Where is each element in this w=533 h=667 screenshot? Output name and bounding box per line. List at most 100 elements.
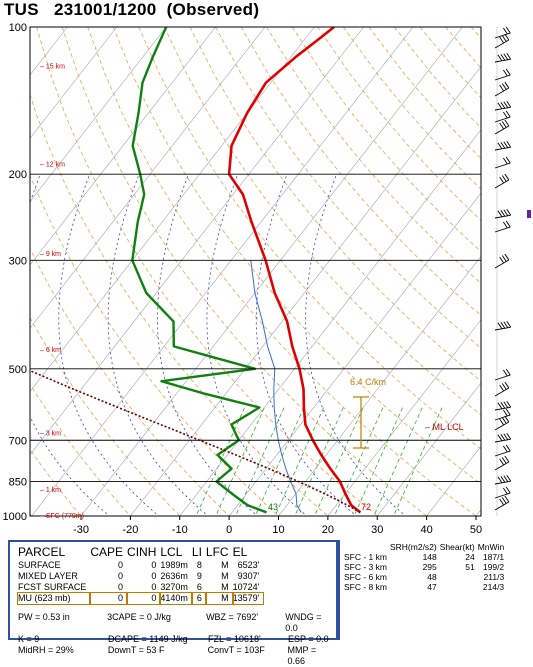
mixing-ratio-line [270, 408, 323, 527]
barb-flag [502, 36, 506, 42]
isotherm [172, 27, 533, 526]
barb-flag [502, 122, 506, 128]
chart-grid [0, 27, 533, 526]
barb-flag [506, 369, 510, 375]
shear-cell: 47 [390, 582, 440, 592]
barb-flag [500, 385, 504, 391]
level-marker [527, 210, 531, 218]
shear-cell: 51 [440, 562, 478, 572]
shear-col-shear: Shear(kt) [440, 542, 478, 552]
parcel-cell-el: 13579' [233, 593, 264, 604]
temp-tick-label: 10 [272, 524, 284, 536]
barb-staff [495, 407, 511, 410]
dry-adiabat [88, 27, 491, 526]
dry-adiabat [241, 27, 533, 526]
parcel-cell-li: 8 [192, 560, 206, 571]
moist-adiabat [108, 174, 221, 526]
barb-flag [505, 496, 509, 502]
barb-flag [500, 459, 504, 465]
shear-col-mnwind: MnWin [478, 542, 507, 552]
col-parcel: PARCEL [18, 544, 90, 560]
barb-flag [503, 158, 507, 164]
surface-dewpoint-label: 43 [268, 502, 278, 512]
pressure-tick-label: 200 [9, 169, 27, 181]
shear-col-srh: SRH(m2/s2) [390, 542, 440, 552]
barb-staff [495, 107, 511, 110]
barb-flag [506, 409, 510, 415]
shear-col-layer [344, 542, 390, 552]
col-li: LI [192, 544, 206, 560]
index-value: ConvT = 103F [208, 645, 288, 667]
parcel-cell-cape: 0 [90, 571, 127, 582]
pressure-tick-label: 100 [9, 22, 27, 34]
barb-flag [506, 27, 510, 33]
barb-flag [503, 370, 507, 376]
dry-adiabat [394, 27, 533, 526]
wind-barbs [495, 27, 531, 516]
dry-adiabat [471, 27, 533, 526]
parcel-cell-lcl: 4140m [160, 593, 192, 604]
barb-flag [503, 446, 507, 452]
parcel-cell-cape: 0 [90, 593, 127, 604]
index-value: 3CAPE = 0 J/kg [107, 612, 206, 634]
isotherm [320, 27, 533, 526]
wind-barb-icon [495, 321, 511, 330]
lapse-rate-label: 6.4 C/km [350, 377, 386, 387]
index-value: WNDG = 0.0 [285, 612, 336, 634]
shear-cell [440, 582, 478, 592]
temp-tick-label: -20 [122, 524, 138, 536]
barb-staff [495, 327, 511, 330]
isotherm [73, 27, 463, 526]
col-cape: CAPE [90, 544, 127, 560]
isotherm [468, 27, 533, 526]
barb-flag [502, 84, 506, 90]
parcel-cell-el: 10724' [233, 582, 264, 593]
dry-adiabat [0, 27, 40, 526]
barb-flag [502, 384, 506, 390]
parcel-cell-name: MU (623 mb) [18, 593, 90, 604]
barb-flag [506, 221, 510, 227]
barb-flag [505, 34, 509, 40]
isotherm [0, 27, 18, 526]
shear-cell: 295 [390, 562, 440, 572]
isotherm [0, 27, 265, 526]
dry-adiabat [190, 27, 533, 526]
barb-flag [506, 69, 510, 75]
parcel-cell-li: 6 [192, 593, 206, 604]
barb-flag [505, 254, 509, 260]
barb-flag [503, 222, 507, 228]
index-value: WBZ = 7692' [206, 612, 285, 634]
parcel-cell-cinh: 0 [127, 560, 160, 571]
dry-adiabat [446, 27, 533, 526]
col-lcl: LCL [160, 544, 192, 560]
wind-barb-icon [495, 141, 511, 150]
parcel-cell-el: 9307' [233, 571, 264, 582]
moist-adiabat [306, 174, 419, 526]
shear-cell: 214/3 [478, 582, 507, 592]
shear-cell: SFC - 1 km [344, 552, 390, 562]
barb-flag [500, 177, 504, 183]
isotherm [0, 27, 117, 526]
barb-flag [506, 157, 510, 163]
barb-staff [495, 59, 511, 62]
ml-lcl-label: – ML LCL [425, 422, 464, 432]
parcel-cell-lfc: M [206, 560, 233, 571]
index-value: DownT = 53 F [108, 645, 208, 667]
height-label: – 9 km [40, 251, 61, 258]
moist-adiabat [9, 174, 122, 526]
shear-cell: 24 [440, 552, 478, 562]
shear-cell: SFC - 6 km [344, 572, 390, 582]
barb-flag [503, 112, 507, 118]
dry-adiabat [37, 27, 391, 526]
dry-adiabat [0, 27, 290, 526]
parcel-cell-li: 6 [192, 582, 206, 593]
